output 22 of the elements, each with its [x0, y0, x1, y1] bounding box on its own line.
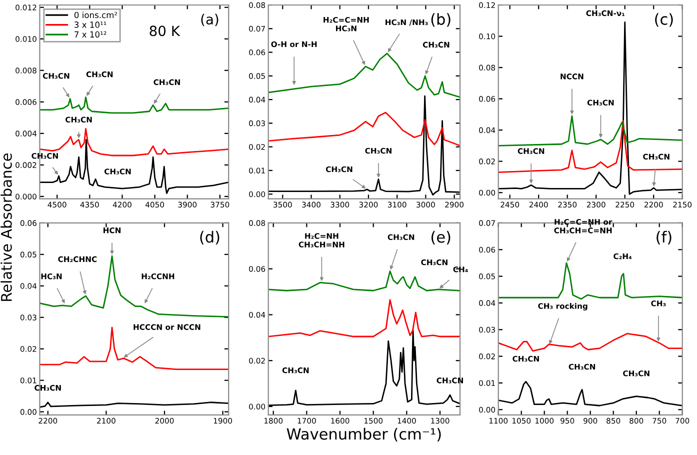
line-series — [40, 96, 229, 114]
line-series — [498, 332, 682, 352]
line-series — [268, 299, 460, 338]
annotation: 80 K — [150, 26, 180, 36]
annotation: (c) — [655, 13, 673, 27]
line-series — [498, 115, 682, 146]
annotation: (b) — [431, 13, 450, 27]
legend-label: 7 x 10¹² — [74, 31, 106, 38]
annotation: (d) — [200, 230, 220, 245]
legend-label: 3 x 10¹¹ — [74, 22, 106, 28]
legend-label: 0 ions.cm² — [74, 12, 118, 18]
line-series — [498, 120, 682, 173]
x-axis-title: Wavenumber (cm⁻¹) — [286, 428, 441, 442]
line-series — [40, 255, 229, 318]
line-series — [268, 52, 460, 98]
y-axis-title: Relative Absorbance — [0, 153, 12, 301]
annotation: (f) — [656, 230, 672, 245]
line-series — [498, 380, 682, 406]
line-series — [498, 262, 682, 300]
line-series — [268, 112, 460, 146]
annotation: (a) — [201, 14, 218, 26]
annotation: (e) — [432, 230, 450, 245]
